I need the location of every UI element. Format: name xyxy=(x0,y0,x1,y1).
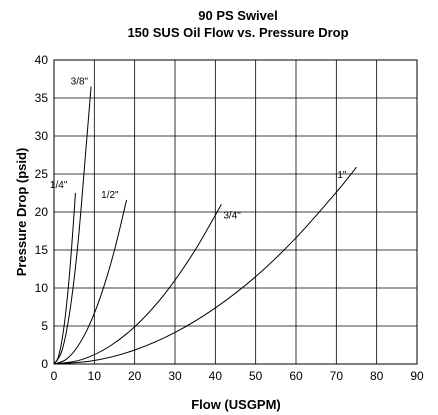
y-tick-label: 25 xyxy=(35,167,49,181)
x-tick-label: 20 xyxy=(128,369,142,383)
series-label: 1/2" xyxy=(101,190,119,201)
y-tick-label: 0 xyxy=(41,357,48,371)
y-tick-label: 35 xyxy=(35,91,49,105)
x-axis-label: Flow (USGPM) xyxy=(191,397,281,412)
series-curve xyxy=(53,166,357,365)
series-curve xyxy=(53,86,92,365)
x-tick-label: 40 xyxy=(209,369,223,383)
tick-labels: 0 10 20 30 40 50 60 70 80 90 0 5 10 15 20 25 30 35 40 xyxy=(35,53,424,383)
x-tick-label: 70 xyxy=(330,369,344,383)
x-tick-label: 90 xyxy=(410,369,424,383)
y-tick-label: 20 xyxy=(35,205,49,219)
x-tick-label: 60 xyxy=(289,369,303,383)
curve-labels: 1/4" 3/8" 1/2" 3/4" 1" xyxy=(50,77,347,222)
y-axis-label: Pressure Drop (psid) xyxy=(14,148,29,277)
plot-frame xyxy=(53,59,418,365)
chart-subtitle: 150 SUS Oil Flow vs. Pressure Drop xyxy=(127,25,348,40)
series-label: 3/8" xyxy=(71,77,89,88)
x-tick-label: 0 xyxy=(51,369,58,383)
series-curve xyxy=(53,204,222,365)
y-tick-label: 40 xyxy=(35,53,49,67)
x-tick-label: 50 xyxy=(249,369,263,383)
series-curve xyxy=(53,192,76,365)
chart-title: 90 PS Swivel xyxy=(198,8,278,23)
series-label: 1/4" xyxy=(50,180,68,191)
x-tick-label: 30 xyxy=(168,369,182,383)
series-label: 1" xyxy=(337,170,347,181)
x-tick-label: 80 xyxy=(370,369,384,383)
y-tick-label: 5 xyxy=(41,319,48,333)
y-tick-label: 30 xyxy=(35,129,49,143)
y-tick-label: 15 xyxy=(35,243,49,257)
series-label: 3/4" xyxy=(223,210,241,221)
y-tick-label: 10 xyxy=(35,281,49,295)
series-curves xyxy=(53,86,357,365)
x-tick-label: 10 xyxy=(88,369,102,383)
series-curve xyxy=(53,199,128,365)
